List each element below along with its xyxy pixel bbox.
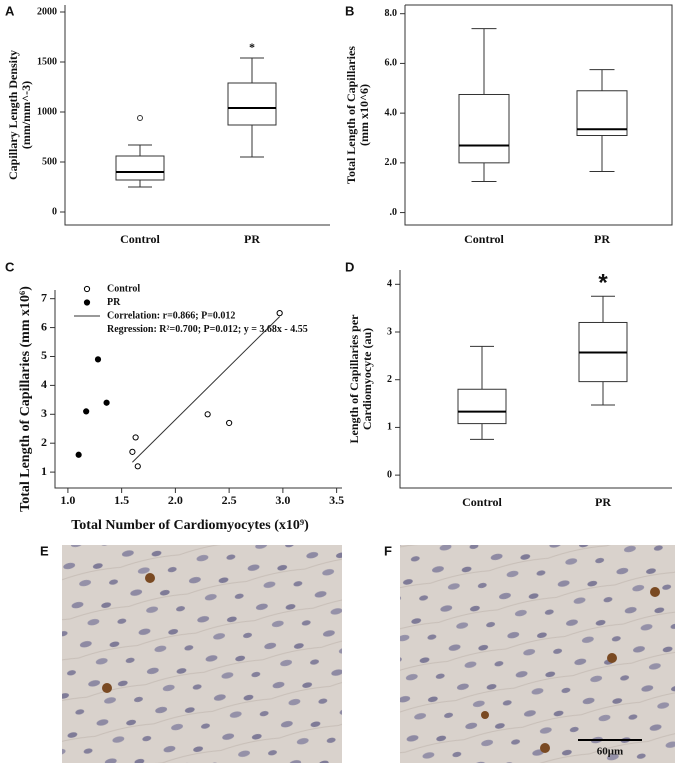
y-tick-label: 0 — [387, 469, 392, 480]
y-tick-label: 6 — [41, 319, 47, 333]
point — [83, 408, 90, 415]
y-axis-label: (mm/mm^-3) — [19, 81, 33, 149]
panel-label: B — [345, 3, 354, 18]
y-tick-label: 1 — [41, 464, 47, 478]
x-tick-label: 3.5 — [329, 493, 344, 507]
capillary-stain — [145, 573, 155, 583]
x-tick-label: Control — [120, 232, 160, 246]
point — [129, 448, 136, 455]
y-tick-label: 8.0 — [385, 8, 398, 19]
outlier — [137, 115, 143, 121]
micrograph-f — [400, 545, 675, 763]
point — [132, 434, 139, 441]
legend-label: Correlation: r=0.866; P=0.012 — [107, 310, 235, 321]
x-tick-label: Control — [464, 232, 504, 246]
capillary-stain — [540, 743, 550, 753]
axis — [64, 5, 330, 226]
y-axis-label: (mm x10^6) — [357, 84, 371, 146]
y-tick-label: 500 — [42, 156, 57, 167]
point — [75, 451, 82, 458]
panel-label: F — [384, 543, 392, 558]
point — [134, 463, 141, 470]
panel-label: D — [345, 259, 354, 274]
y-tick-label: 4 — [387, 279, 392, 290]
panel-label: E — [40, 543, 49, 558]
y-tick-label: 7 — [41, 290, 47, 304]
legend-marker — [83, 285, 91, 293]
x-axis-label: Total Number of Cardiomyocytes (x10⁹) — [71, 518, 309, 533]
legend-label: PR — [107, 297, 121, 308]
y-tick-label: .0 — [390, 207, 398, 218]
point — [94, 356, 102, 363]
box — [458, 93, 510, 164]
x-tick-label: Control — [462, 495, 502, 509]
x-tick-label: 3.0 — [275, 493, 290, 507]
y-tick-label: 2000 — [37, 6, 57, 17]
significance: * — [249, 40, 255, 54]
significance: * — [598, 270, 608, 297]
y-tick-label: 5 — [41, 348, 47, 362]
capillary-stain — [102, 683, 112, 693]
x-tick-label: PR — [595, 495, 611, 509]
y-tick-label: 2.0 — [385, 157, 398, 168]
point — [103, 399, 110, 406]
y-tick-label: 4.0 — [385, 107, 398, 118]
axis — [404, 4, 673, 226]
y-tick-label: 3 — [41, 406, 47, 420]
y-tick-label: 4 — [41, 377, 47, 391]
y-tick-label: 6.0 — [385, 58, 398, 69]
x-tick-label: PR — [594, 232, 610, 246]
y-axis-label: Length of Capillaries per — [347, 314, 361, 444]
y-tick-label: 3 — [387, 326, 392, 337]
point — [226, 419, 233, 427]
regression-line — [132, 316, 281, 463]
scale-bar-label: 60μm — [597, 746, 623, 758]
y-tick-label: 2 — [41, 435, 47, 449]
micrograph-e — [62, 545, 342, 763]
x-tick-label: PR — [244, 232, 260, 246]
y-axis-label: Total Length of Capillaries — [344, 46, 358, 184]
legend-label: Control — [107, 283, 140, 294]
capillary-stain — [607, 653, 617, 663]
x-tick-label: 2.5 — [222, 493, 237, 507]
box — [115, 155, 165, 181]
point — [276, 310, 283, 317]
box — [457, 388, 507, 425]
y-tick-label: 1 — [387, 422, 392, 433]
y-axis-label: Capillary Length Density — [6, 50, 20, 180]
panel-label: C — [5, 259, 15, 274]
x-tick-label: 2.0 — [168, 493, 183, 507]
x-tick-label: 1.5 — [114, 493, 129, 507]
y-axis-label: Cardiomyocyte (au) — [360, 328, 374, 430]
box — [576, 90, 628, 137]
capillary-stain — [650, 587, 660, 597]
x-tick-label: 1.0 — [60, 493, 75, 507]
y-tick-label: 1000 — [37, 106, 57, 117]
panel-label: A — [5, 3, 15, 18]
capillary-stain — [481, 711, 489, 719]
box — [227, 82, 277, 126]
axis — [399, 270, 672, 489]
annotation: Regression: R²=0.700; P=0.012; y = 3.68x… — [107, 324, 308, 335]
legend-marker — [83, 299, 91, 306]
y-tick-label: 2 — [387, 374, 392, 385]
y-tick-label: 1500 — [37, 56, 57, 67]
y-axis-label: Total Length of Capillaries (mm x10⁶) — [18, 286, 33, 512]
point — [204, 411, 211, 418]
y-tick-label: 0 — [52, 206, 57, 217]
